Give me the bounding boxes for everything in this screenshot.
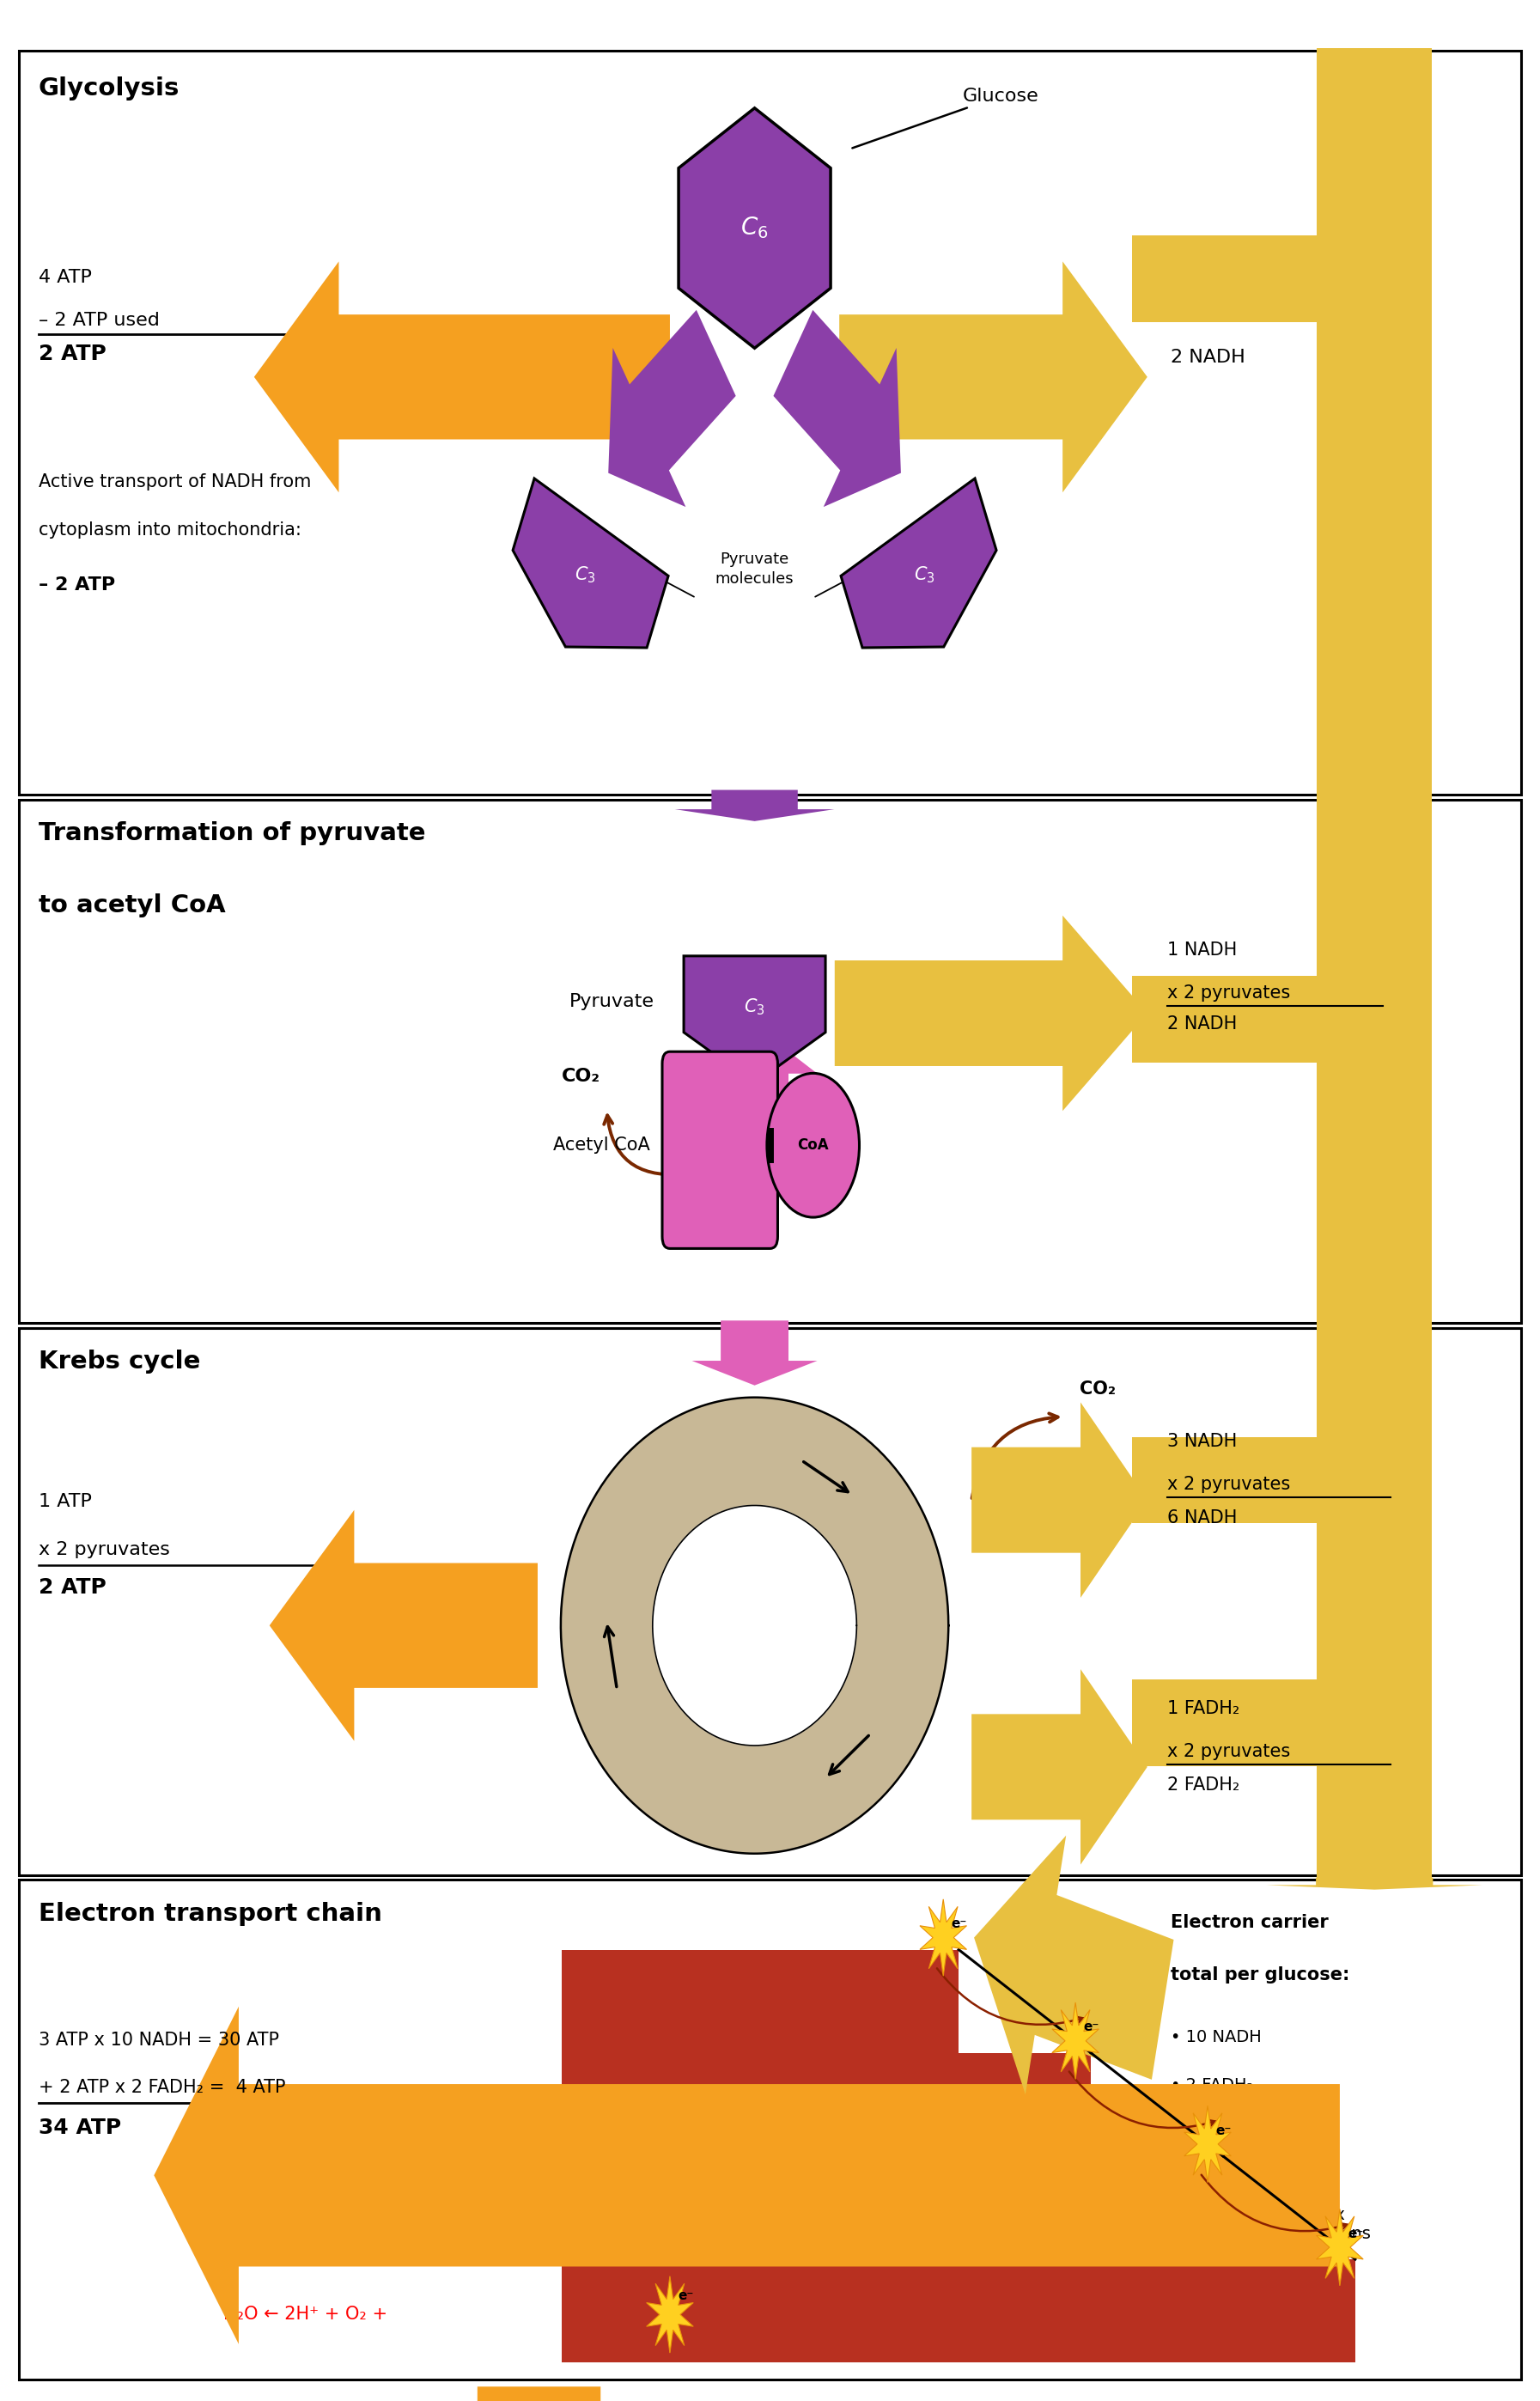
Text: x 2 pyruvates: x 2 pyruvates <box>39 1541 169 1558</box>
Text: Transformation of pyruvate: Transformation of pyruvate <box>39 821 425 845</box>
Polygon shape <box>691 1321 818 1385</box>
Polygon shape <box>773 310 901 507</box>
Bar <box>18 800 1522 1323</box>
Text: 1 NADH: 1 NADH <box>1167 941 1237 958</box>
Text: e⁻: e⁻ <box>678 2291 693 2303</box>
Polygon shape <box>841 478 996 648</box>
Text: 2 FADH₂: 2 FADH₂ <box>1167 1777 1240 1794</box>
Polygon shape <box>919 1899 967 1976</box>
Circle shape <box>767 1073 859 1217</box>
Polygon shape <box>975 1834 1173 2094</box>
Text: 3 ATP x 10 NADH = 30 ATP: 3 ATP x 10 NADH = 30 ATP <box>39 2031 279 2048</box>
Polygon shape <box>561 1397 949 1854</box>
Text: CO₂: CO₂ <box>1080 1381 1115 1397</box>
Text: – 2 ATP used: – 2 ATP used <box>39 312 160 329</box>
Text: cytoplasm into mitochondria:: cytoplasm into mitochondria: <box>39 521 302 538</box>
Polygon shape <box>254 262 670 492</box>
Text: $C_3$: $C_3$ <box>744 996 765 1018</box>
Polygon shape <box>1052 2002 1100 2079</box>
Text: 34 ATP: 34 ATP <box>39 2118 122 2139</box>
Text: H₂O ← 2H⁺ + O₂ +: H₂O ← 2H⁺ + O₂ + <box>223 2305 388 2324</box>
Bar <box>562 2053 1090 2156</box>
Text: x 2 pyruvates: x 2 pyruvates <box>1167 1477 1291 1493</box>
Text: e⁻: e⁻ <box>1348 2228 1363 2240</box>
Bar <box>18 50 1522 795</box>
Text: x 2 pyruvates: x 2 pyruvates <box>1167 1743 1291 1760</box>
Polygon shape <box>647 2276 693 2353</box>
Polygon shape <box>513 478 668 648</box>
Bar <box>1132 975 1317 1061</box>
Polygon shape <box>154 2007 1340 2343</box>
Text: Pyruvate
molecules: Pyruvate molecules <box>715 552 795 586</box>
Polygon shape <box>684 956 825 1083</box>
Text: $C_6$: $C_6$ <box>741 216 768 240</box>
Text: Glycolysis: Glycolysis <box>39 77 180 101</box>
Polygon shape <box>425 2387 653 2401</box>
Text: total per glucose:: total per glucose: <box>1170 1966 1349 1983</box>
Text: Krebs cycle: Krebs cycle <box>39 1349 200 1373</box>
Bar <box>1132 1681 1317 1767</box>
Polygon shape <box>1317 2209 1363 2286</box>
Text: CoA: CoA <box>798 1138 829 1152</box>
Text: 2 ATP: 2 ATP <box>39 1577 106 1599</box>
Text: e⁻: e⁻ <box>1083 2022 1100 2034</box>
Text: e⁻: e⁻ <box>1215 2125 1230 2137</box>
Text: $C_3$: $C_3$ <box>913 564 935 583</box>
Text: 3 NADH: 3 NADH <box>1167 1433 1237 1450</box>
Bar <box>562 2156 1223 2259</box>
Text: Glucose: Glucose <box>852 86 1038 149</box>
Text: Redox
reactions: Redox reactions <box>1212 2171 1371 2243</box>
Bar <box>1132 235 1317 322</box>
Text: 2 NADH: 2 NADH <box>1170 348 1244 367</box>
Text: e⁻: e⁻ <box>952 1918 967 1930</box>
Polygon shape <box>1266 1878 1483 1890</box>
Bar <box>1317 48 1432 1878</box>
Text: CO₂: CO₂ <box>561 1068 601 1085</box>
Polygon shape <box>839 262 1147 492</box>
Text: $C_3$: $C_3$ <box>574 564 596 583</box>
Text: to acetyl CoA: to acetyl CoA <box>39 893 225 917</box>
Polygon shape <box>972 1402 1147 1597</box>
Polygon shape <box>835 915 1147 1112</box>
Text: Electron transport chain: Electron transport chain <box>39 1902 382 1926</box>
Text: – 2 ATP: – 2 ATP <box>39 576 116 593</box>
Polygon shape <box>608 310 736 507</box>
Text: Acetyl CoA: Acetyl CoA <box>553 1136 650 1155</box>
Text: 1 ATP: 1 ATP <box>39 1493 92 1510</box>
Text: • 2 FADH₂: • 2 FADH₂ <box>1170 2077 1254 2094</box>
Text: 2 NADH: 2 NADH <box>1167 1016 1237 1032</box>
Bar <box>18 1328 1522 1875</box>
Text: 2 ATP: 2 ATP <box>39 343 106 365</box>
Polygon shape <box>691 1025 818 1152</box>
Text: 1 FADH₂: 1 FADH₂ <box>1167 1700 1240 1717</box>
Polygon shape <box>679 108 830 348</box>
Text: Active transport of NADH from: Active transport of NADH from <box>39 473 311 490</box>
Bar <box>18 1880 1522 2379</box>
Polygon shape <box>270 1510 537 1741</box>
Bar <box>1132 1436 1317 1522</box>
Text: • 10 NADH: • 10 NADH <box>1170 2029 1261 2046</box>
Bar <box>562 2259 1355 2363</box>
Bar <box>562 1950 958 2053</box>
Text: + 2 ATP x 2 FADH₂ =  4 ATP: + 2 ATP x 2 FADH₂ = 4 ATP <box>39 2079 285 2096</box>
Text: Pyruvate: Pyruvate <box>570 992 654 1011</box>
Text: x 2 pyruvates: x 2 pyruvates <box>1167 984 1291 1001</box>
Text: 4 ATP: 4 ATP <box>39 269 92 286</box>
Polygon shape <box>1184 2106 1230 2183</box>
Text: Electron carrier: Electron carrier <box>1170 1914 1327 1930</box>
Polygon shape <box>675 790 835 821</box>
FancyBboxPatch shape <box>662 1052 778 1249</box>
Polygon shape <box>972 1669 1147 1866</box>
Polygon shape <box>653 1505 856 1746</box>
Text: 6 NADH: 6 NADH <box>1167 1510 1237 1527</box>
